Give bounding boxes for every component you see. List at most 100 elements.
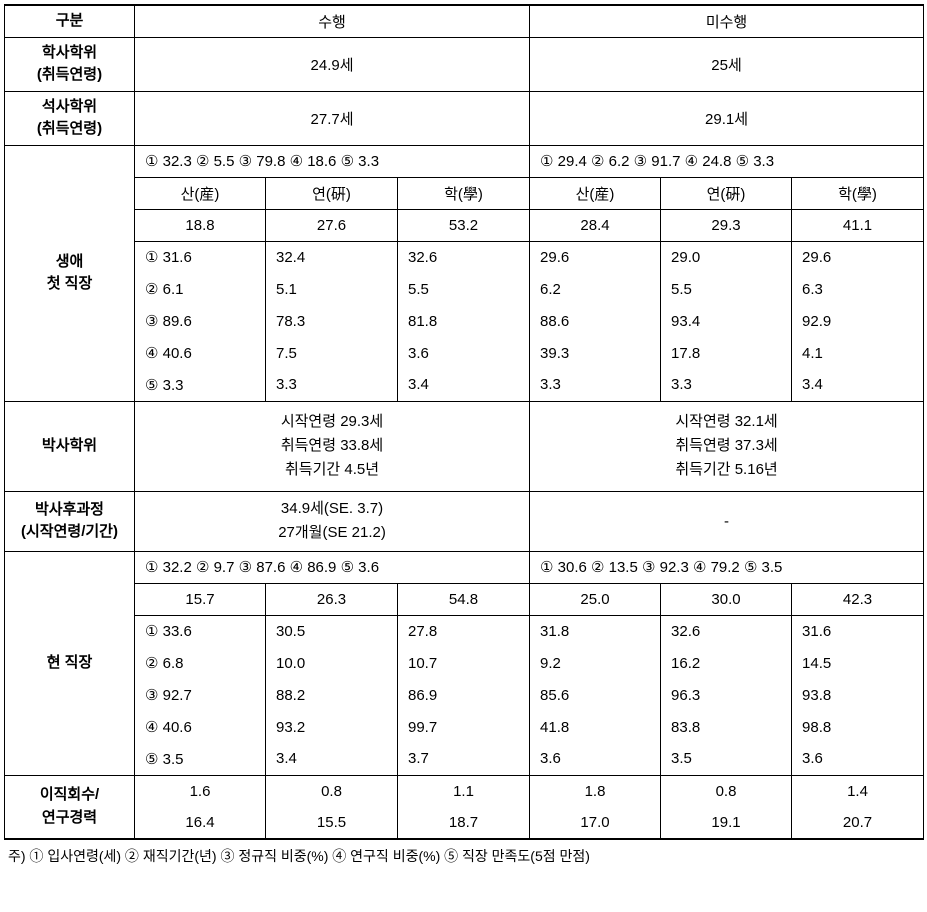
masters-not-performed: 29.1세 <box>530 91 924 145</box>
masters-row: 석사학위 (취득연령) 27.7세 29.1세 <box>5 91 924 145</box>
cj-m3-p-hak: 86.9 <box>398 679 530 711</box>
fj-m1-p-san: ① 31.6 <box>135 241 266 273</box>
fj-n-san-pct: 28.4 <box>530 209 661 241</box>
first-job-not-performed-summary: ① 29.4 ② 6.2 ③ 91.7 ④ 24.8 ⑤ 3.3 <box>530 145 924 177</box>
bachelors-performed: 24.9세 <box>135 37 530 91</box>
fj-m3-n-san: 88.6 <box>530 305 661 337</box>
fj-metric-5: ⑤ 3.3 3.3 3.4 3.3 3.3 3.4 <box>5 369 924 401</box>
fj-m2-p-san: ② 6.1 <box>135 273 266 305</box>
fj-m5-n-san: 3.3 <box>530 369 661 401</box>
first-job-label-2: 첫 직장 <box>47 275 93 292</box>
header-row: 구분 수행 미수행 <box>5 5 924 37</box>
masters-performed: 27.7세 <box>135 91 530 145</box>
cj-p-yeon-pct: 26.3 <box>266 583 398 615</box>
fj-m2-n-san: 6.2 <box>530 273 661 305</box>
cj-m1-n-hak: 31.6 <box>792 615 924 647</box>
fj-m3-n-yeon: 93.4 <box>661 305 792 337</box>
fj-n-yeon-pct: 29.3 <box>661 209 792 241</box>
cj-m4-p-san: ④ 40.6 <box>135 711 266 743</box>
header-not-performed: 미수행 <box>530 5 924 37</box>
fj-m4-p-yeon: 7.5 <box>266 337 398 369</box>
cj-metric-5: ⑤ 3.5 3.4 3.7 3.6 3.5 3.6 <box>5 743 924 775</box>
turnover-label: 이직회수/ 연구경력 <box>5 775 135 839</box>
fj-m1-n-yeon: 29.0 <box>661 241 792 273</box>
to-r2-p-hak: 18.7 <box>398 807 530 839</box>
phd-performed: 시작연령 29.3세 취득연령 33.8세 취득기간 4.5년 <box>135 401 530 491</box>
cj-m1-p-san: ① 33.6 <box>135 615 266 647</box>
cj-metric-1: ① 33.6 30.5 27.8 31.8 32.6 31.6 <box>5 615 924 647</box>
fj-m2-p-yeon: 5.1 <box>266 273 398 305</box>
fj-metric-1: ① 31.6 32.4 32.6 29.6 29.0 29.6 <box>5 241 924 273</box>
cj-metric-2: ② 6.8 10.0 10.7 9.2 16.2 14.5 <box>5 647 924 679</box>
cj-m4-n-hak: 98.8 <box>792 711 924 743</box>
phd-not-performed: 시작연령 32.1세 취득연령 37.3세 취득기간 5.16년 <box>530 401 924 491</box>
fj-m5-p-hak: 3.4 <box>398 369 530 401</box>
postdoc-row: 박사후과정 (시작연령/기간) 34.9세(SE. 3.7) 27개월(SE 2… <box>5 491 924 551</box>
fj-m1-n-san: 29.6 <box>530 241 661 273</box>
fj-p-yeon-pct: 27.6 <box>266 209 398 241</box>
cj-n-yeon-pct: 30.0 <box>661 583 792 615</box>
cj-m3-p-san: ③ 92.7 <box>135 679 266 711</box>
cj-m2-p-hak: 10.7 <box>398 647 530 679</box>
cj-metric-3: ③ 92.7 88.2 86.9 85.6 96.3 93.8 <box>5 679 924 711</box>
bachelors-label-2: (취득연령) <box>37 66 102 83</box>
to-r1-n-hak: 1.4 <box>792 775 924 807</box>
fj-metric-2: ② 6.1 5.1 5.5 6.2 5.5 6.3 <box>5 273 924 305</box>
cj-p-san-pct: 15.7 <box>135 583 266 615</box>
postdoc-label-2: (시작연령/기간) <box>21 523 118 540</box>
fj-p-hak-h: 학(學) <box>398 177 530 209</box>
phd-p-l1: 시작연령 29.3세 <box>281 413 383 430</box>
fj-m2-n-hak: 6.3 <box>792 273 924 305</box>
first-job-pct-row: 18.8 27.6 53.2 28.4 29.3 41.1 <box>5 209 924 241</box>
cj-m5-p-san: ⑤ 3.5 <box>135 743 266 775</box>
to-r1-n-san: 1.8 <box>530 775 661 807</box>
cj-metric-4: ④ 40.6 93.2 99.7 41.8 83.8 98.8 <box>5 711 924 743</box>
fj-m5-n-yeon: 3.3 <box>661 369 792 401</box>
cj-m5-p-yeon: 3.4 <box>266 743 398 775</box>
current-job-summary-row: 현 직장 ① 32.2 ② 9.7 ③ 87.6 ④ 86.9 ⑤ 3.6 ① … <box>5 551 924 583</box>
fj-m4-p-san: ④ 40.6 <box>135 337 266 369</box>
cj-m4-p-yeon: 93.2 <box>266 711 398 743</box>
cj-m4-n-san: 41.8 <box>530 711 661 743</box>
cj-m3-n-yeon: 96.3 <box>661 679 792 711</box>
fj-m2-p-hak: 5.5 <box>398 273 530 305</box>
phd-n-l3: 취득기간 5.16년 <box>675 461 777 478</box>
turnover-label-1: 이직회수/ <box>40 786 99 803</box>
fj-m5-n-hak: 3.4 <box>792 369 924 401</box>
cj-m5-n-yeon: 3.5 <box>661 743 792 775</box>
cj-not-performed-summary: ① 30.6 ② 13.5 ③ 92.3 ④ 79.2 ⑤ 3.5 <box>530 551 924 583</box>
postdoc-performed: 34.9세(SE. 3.7) 27개월(SE 21.2) <box>135 491 530 551</box>
cj-m4-n-yeon: 83.8 <box>661 711 792 743</box>
cj-m3-n-hak: 93.8 <box>792 679 924 711</box>
fj-m1-n-hak: 29.6 <box>792 241 924 273</box>
phd-p-l3: 취득기간 4.5년 <box>285 461 379 478</box>
phd-p-l2: 취득연령 33.8세 <box>281 437 383 454</box>
fj-n-hak-pct: 41.1 <box>792 209 924 241</box>
cj-m5-n-hak: 3.6 <box>792 743 924 775</box>
cj-m2-n-san: 9.2 <box>530 647 661 679</box>
bachelors-label-1: 학사학위 <box>42 44 97 61</box>
fj-m1-p-hak: 32.6 <box>398 241 530 273</box>
bachelors-label: 학사학위 (취득연령) <box>5 37 135 91</box>
first-job-summary-row: 생애 첫 직장 ① 32.3 ② 5.5 ③ 79.8 ④ 18.6 ⑤ 3.3… <box>5 145 924 177</box>
fj-metric-4: ④ 40.6 7.5 3.6 39.3 17.8 4.1 <box>5 337 924 369</box>
cj-m2-n-hak: 14.5 <box>792 647 924 679</box>
fj-n-san-h: 산(産) <box>530 177 661 209</box>
cj-m1-n-yeon: 32.6 <box>661 615 792 647</box>
postdoc-p-l1: 34.9세(SE. 3.7) <box>281 500 383 517</box>
fj-m1-p-yeon: 32.4 <box>266 241 398 273</box>
cj-m2-p-yeon: 10.0 <box>266 647 398 679</box>
cj-m5-n-san: 3.6 <box>530 743 661 775</box>
cj-p-hak-pct: 54.8 <box>398 583 530 615</box>
phd-row: 박사학위 시작연령 29.3세 취득연령 33.8세 취득기간 4.5년 시작연… <box>5 401 924 491</box>
to-r2-n-hak: 20.7 <box>792 807 924 839</box>
bachelors-row: 학사학위 (취득연령) 24.9세 25세 <box>5 37 924 91</box>
cj-m3-n-san: 85.6 <box>530 679 661 711</box>
postdoc-label: 박사후과정 (시작연령/기간) <box>5 491 135 551</box>
cj-m2-n-yeon: 16.2 <box>661 647 792 679</box>
cj-m3-p-yeon: 88.2 <box>266 679 398 711</box>
fj-m4-n-yeon: 17.8 <box>661 337 792 369</box>
first-job-subheader-row: 산(産) 연(硏) 학(學) 산(産) 연(硏) 학(學) <box>5 177 924 209</box>
cj-n-hak-pct: 42.3 <box>792 583 924 615</box>
to-r1-p-hak: 1.1 <box>398 775 530 807</box>
